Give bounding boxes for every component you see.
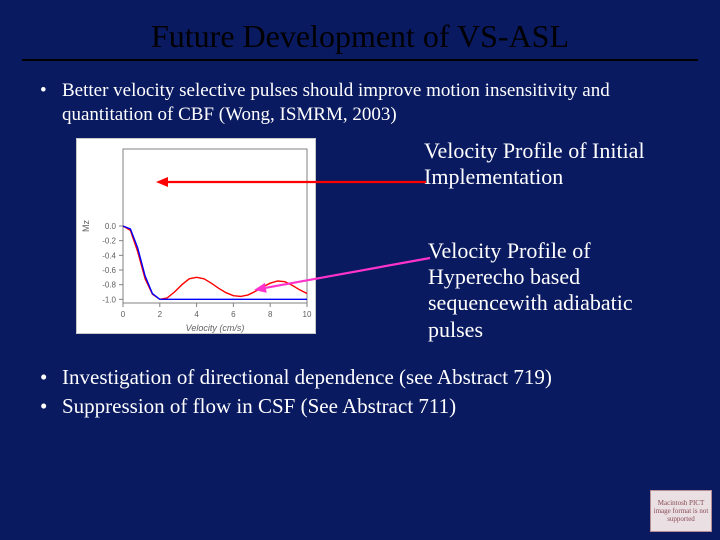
svg-text:-0.4: -0.4	[102, 251, 116, 260]
chart-and-labels: -1.0 -0.8 -0.6 -0.4 -0.2 0.0 0 2 4 6 8 10 Velocity (…	[32, 138, 688, 358]
pict-placeholder: Macintosh PICT image format is not suppo…	[650, 490, 712, 532]
bullet-marker: •	[32, 364, 62, 391]
page-title: Future Development of VS-ASL	[52, 18, 668, 55]
bullet-top: • Better velocity selective pulses shoul…	[32, 79, 688, 128]
svg-text:-0.6: -0.6	[102, 266, 116, 275]
svg-text:-0.2: -0.2	[102, 236, 116, 245]
bullet-csf-text: Suppression of flow in CSF (See Abstract…	[62, 393, 688, 420]
svg-text:6: 6	[231, 310, 236, 319]
pict-placeholder-text: Macintosh PICT image format is not suppo…	[653, 499, 709, 523]
slide: Future Development of VS-ASL • Better ve…	[0, 0, 720, 540]
bullet-csf: • Suppression of flow in CSF (See Abstra…	[32, 393, 688, 420]
bullet-marker: •	[32, 79, 62, 128]
svg-text:0.0: 0.0	[105, 222, 117, 231]
svg-text:8: 8	[268, 310, 273, 319]
velocity-chart: -1.0 -0.8 -0.6 -0.4 -0.2 0.0 0 2 4 6 8 10 Velocity (…	[76, 138, 316, 334]
svg-text:0: 0	[121, 310, 126, 319]
chart-svg: -1.0 -0.8 -0.6 -0.4 -0.2 0.0 0 2 4 6 8 10 Velocity (…	[77, 139, 317, 335]
svg-text:2: 2	[158, 310, 163, 319]
bullets-bottom: • Investigation of directional dependenc…	[32, 364, 688, 420]
label-initial: Velocity Profile of Initial Implementati…	[424, 138, 662, 191]
label-hyperecho: Velocity Profile of Hyperecho based sequ…	[428, 238, 662, 344]
bullet-dir-text: Investigation of directional dependence …	[62, 364, 688, 391]
bullet-dir: • Investigation of directional dependenc…	[32, 364, 688, 391]
title-underline	[22, 59, 698, 61]
svg-text:10: 10	[303, 310, 312, 319]
svg-text:-1.0: -1.0	[102, 295, 116, 304]
svg-text:Velocity (cm/s): Velocity (cm/s)	[186, 323, 245, 333]
svg-text:Mz: Mz	[81, 219, 91, 231]
bullet-marker: •	[32, 393, 62, 420]
svg-text:-0.8: -0.8	[102, 280, 116, 289]
svg-text:4: 4	[194, 310, 199, 319]
bullet-top-text: Better velocity selective pulses should …	[62, 79, 688, 128]
